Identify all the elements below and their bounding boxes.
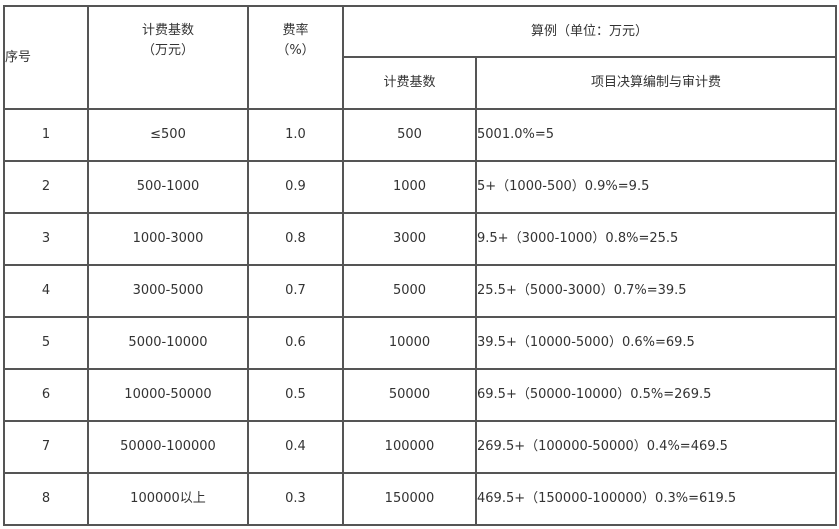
header-rate: 费率 （%） (247, 5, 344, 110)
cell-range: 10000-50000 (87, 368, 249, 422)
cell-rate: 0.6 (247, 316, 344, 370)
cell-base: 50000 (342, 368, 477, 422)
table-row: 3 1000-3000 0.8 3000 9.5+（3000-1000）0.8%=25.… (3, 212, 837, 266)
header-example: 算例（单位：万元） (342, 5, 837, 58)
cell-rate: 0.3 (247, 472, 344, 526)
cell-calc: 469.5+（150000-100000）0.3%=619.5 (475, 472, 837, 526)
cell-base: 500 (342, 108, 477, 162)
cell-base: 100000 (342, 420, 477, 474)
cell-rate: 0.5 (247, 368, 344, 422)
table-row: 8 100000以上 0.3 150000 469.5+（150000-100000）0… (3, 472, 837, 526)
cell-rate: 0.7 (247, 264, 344, 318)
cell-rate: 1.0 (247, 108, 344, 162)
cell-range: 100000以上 (87, 472, 249, 526)
cell-range: 5000-10000 (87, 316, 249, 370)
cell-index: 8 (3, 472, 89, 526)
cell-base: 10000 (342, 316, 477, 370)
table-row: 6 10000-50000 0.5 50000 69.5+（50000-10000）0.… (3, 368, 837, 422)
header-subrow: 计费基数 项目决算编制与审计费 (4, 56, 837, 110)
cell-range: 50000-100000 (87, 420, 249, 474)
header-base-line1: 计费基数 (141, 23, 194, 38)
cell-calc: 5+（1000-500）0.9%=9.5 (475, 160, 837, 214)
header-rate-line1: 费率 (282, 23, 309, 38)
table-row: 2 500-1000 0.9 1000 5+（1000-500）0.9%=9.5 (3, 160, 837, 214)
cell-calc: 5001.0%=5 (475, 108, 837, 162)
cell-index: 6 (3, 368, 89, 422)
cell-index: 7 (3, 420, 89, 474)
cell-index: 4 (3, 264, 89, 318)
cell-index: 1 (3, 108, 89, 162)
header-index: 序号 (3, 5, 89, 110)
header-example-base: 计费基数 (342, 56, 477, 110)
cell-base: 3000 (342, 212, 477, 266)
table-row: 7 50000-100000 0.4 100000 269.5+（100000-5000… (3, 420, 837, 474)
cell-calc: 9.5+（3000-1000）0.8%=25.5 (475, 212, 837, 266)
cell-calc: 69.5+（50000-10000）0.5%=269.5 (475, 368, 837, 422)
cell-base: 150000 (342, 472, 477, 526)
cell-index: 2 (3, 160, 89, 214)
table-row: 4 3000-5000 0.7 5000 25.5+（5000-3000）0.7%=39… (3, 264, 837, 318)
cell-rate: 0.4 (247, 420, 344, 474)
table-row: 1 ≤500 1.0 500 5001.0%=5 (3, 108, 837, 162)
cell-range: 3000-5000 (87, 264, 249, 318)
cell-rate: 0.8 (247, 212, 344, 266)
cell-rate: 0.9 (247, 160, 344, 214)
cell-index: 3 (3, 212, 89, 266)
cell-calc: 25.5+（5000-3000）0.7%=39.5 (475, 264, 837, 318)
cell-range: 1000-3000 (87, 212, 249, 266)
cell-range: ≤500 (87, 108, 249, 162)
cell-calc: 39.5+（10000-5000）0.6%=69.5 (475, 316, 837, 370)
fee-table: 序号 计费基数 （万元） 费率 （%） 算例（单位：万元） 计费基数 项目决算编… (3, 5, 837, 526)
header-base-line2: （万元） (141, 43, 194, 58)
cell-calc: 269.5+（100000-50000）0.4%=469.5 (475, 420, 837, 474)
header-example-fee: 项目决算编制与审计费 (475, 56, 837, 110)
table-row: 5 5000-10000 0.6 10000 39.5+（10000-5000）0.6%… (3, 316, 837, 370)
cell-range: 500-1000 (87, 160, 249, 214)
header-row: 序号 计费基数 （万元） 费率 （%） 算例（单位：万元） (3, 5, 837, 110)
header-rate-line2: （%） (276, 43, 315, 58)
cell-base: 5000 (342, 264, 477, 318)
cell-index: 5 (3, 316, 89, 370)
header-base: 计费基数 （万元） (87, 5, 249, 110)
cell-base: 1000 (342, 160, 477, 214)
